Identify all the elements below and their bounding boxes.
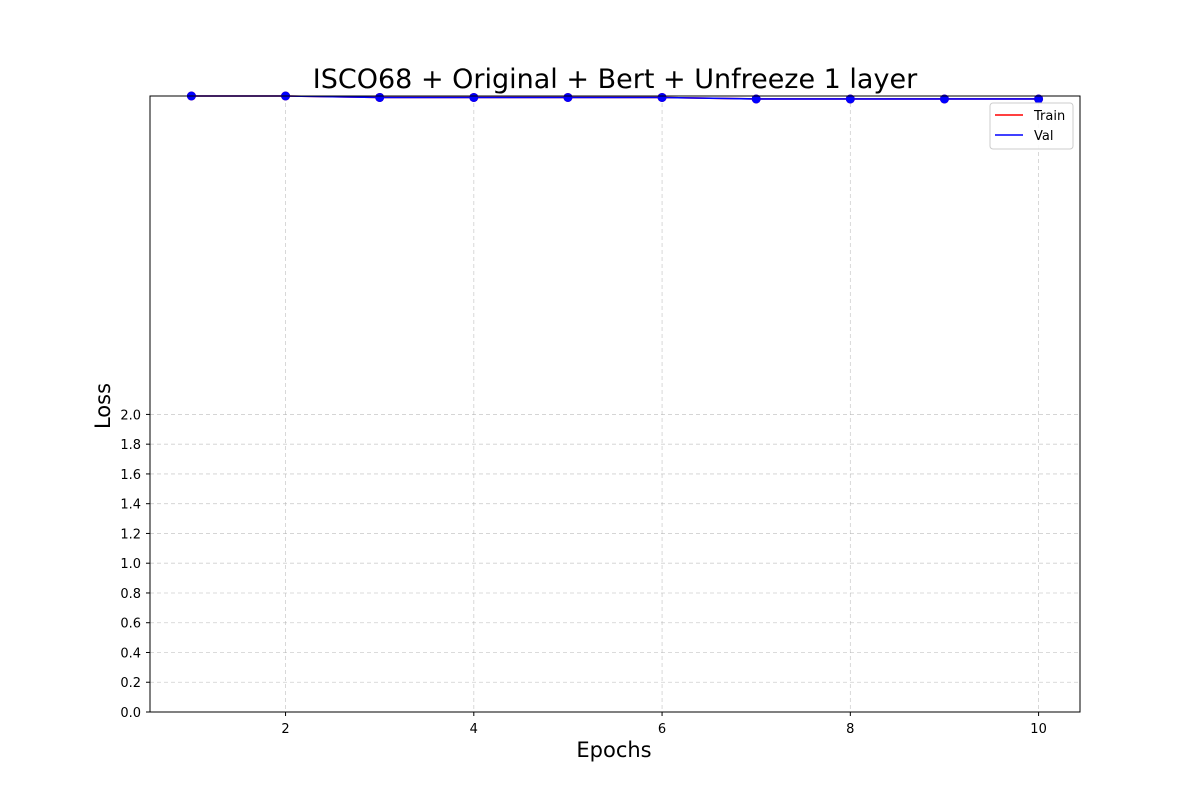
y-tick-label: 1.6 bbox=[120, 468, 141, 483]
y-tick-label: 0.2 bbox=[120, 676, 141, 691]
x-axis-label: Epochs bbox=[576, 738, 651, 762]
y-tick-label: 1.8 bbox=[120, 438, 141, 453]
legend-label-train: Train bbox=[1033, 109, 1065, 124]
chart-title: ISCO68 + Original + Bert + Unfreeze 1 la… bbox=[313, 64, 918, 95]
x-tick-label: 8 bbox=[846, 722, 854, 737]
y-tick-label: 2.0 bbox=[120, 408, 141, 423]
val-data-point bbox=[1034, 94, 1044, 104]
legend-label-val: Val bbox=[1034, 129, 1053, 144]
val-data-point bbox=[563, 92, 573, 102]
y-tick-label: 1.2 bbox=[120, 527, 141, 542]
val-data-point bbox=[939, 94, 949, 104]
grid bbox=[150, 96, 1080, 713]
y-tick-label: 0.8 bbox=[120, 587, 141, 602]
y-tick-label: 1.0 bbox=[120, 557, 141, 572]
val-data-point bbox=[751, 94, 761, 104]
y-tick-label: 0.0 bbox=[120, 706, 141, 721]
val-data-point bbox=[657, 92, 667, 102]
legend: Train Val bbox=[989, 102, 1074, 150]
val-data-point bbox=[845, 94, 855, 104]
x-tick-label: 6 bbox=[658, 722, 666, 737]
y-tick-label: 0.4 bbox=[120, 646, 141, 661]
val-series-line bbox=[191, 95, 1039, 100]
plot-frame bbox=[149, 95, 1081, 713]
x-tick-label: 4 bbox=[470, 722, 478, 737]
x-tick-label: 2 bbox=[281, 722, 289, 737]
series-layer bbox=[186, 91, 1044, 104]
x-tick-label: 10 bbox=[1030, 722, 1047, 737]
val-data-point bbox=[469, 92, 479, 102]
y-tick-label: 1.4 bbox=[120, 498, 141, 513]
val-data-point bbox=[375, 92, 385, 102]
y-axis-label: Loss bbox=[91, 383, 115, 429]
ticks: 2 4 6 8 10 0.0 0.2 0.4 0.6 0.8 1.0 1.2 1.4 1.6 1.8 2.0 bbox=[120, 408, 1047, 737]
y-tick-label: 0.6 bbox=[120, 617, 141, 632]
